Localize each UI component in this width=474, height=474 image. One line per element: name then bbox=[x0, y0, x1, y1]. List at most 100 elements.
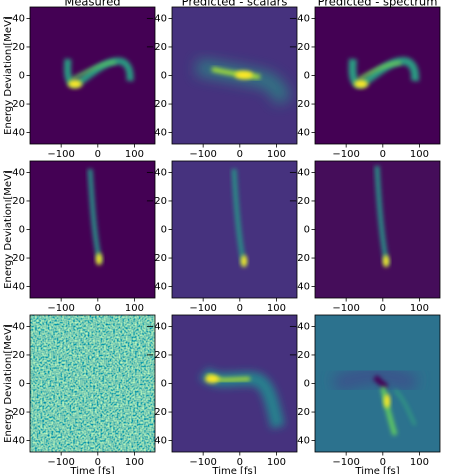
heatmap-features bbox=[331, 366, 420, 436]
y-tick-label: 20 bbox=[154, 407, 167, 418]
y-axis-label: Energy Deviation [MeV] bbox=[3, 324, 14, 443]
x-tick-label: 0 bbox=[237, 457, 243, 468]
x-tick-label: 0 bbox=[380, 303, 386, 314]
x-tick-label: −100 bbox=[47, 457, 74, 468]
y-tick-label: 20 bbox=[154, 253, 167, 264]
heatmap-feature bbox=[383, 255, 389, 267]
y-tick-label: −40 bbox=[146, 13, 167, 24]
y-tick-label: 0 bbox=[19, 225, 25, 236]
y-tick-label: −20 bbox=[4, 350, 25, 361]
x-tick-label: 100 bbox=[125, 303, 144, 314]
x-tick-label: 0 bbox=[380, 149, 386, 160]
heatmap-feature bbox=[354, 80, 368, 88]
y-tick-label: 40 bbox=[154, 128, 167, 139]
y-tick-label: −40 bbox=[4, 13, 25, 24]
heatmap-feature bbox=[393, 388, 417, 426]
x-tick-label: 0 bbox=[237, 149, 243, 160]
y-tick-label: −40 bbox=[146, 167, 167, 178]
heatmap-feature bbox=[71, 60, 117, 81]
x-tick-label: 100 bbox=[410, 457, 429, 468]
y-tick-label: −20 bbox=[146, 42, 167, 53]
panel-title: Predicted - scalars bbox=[182, 0, 288, 9]
y-tick-label: 0 bbox=[161, 225, 167, 236]
y-tick-label: 40 bbox=[297, 436, 310, 447]
y-tick-label: −20 bbox=[4, 196, 25, 207]
heatmap-feature bbox=[96, 253, 102, 265]
y-tick-label: 0 bbox=[304, 71, 310, 82]
x-tick-label: 0 bbox=[95, 149, 101, 160]
y-tick-label: 20 bbox=[297, 253, 310, 264]
y-tick-label: 0 bbox=[304, 225, 310, 236]
heatmap-feature bbox=[372, 374, 389, 390]
y-tick-label: 20 bbox=[12, 253, 25, 264]
heatmap-feature bbox=[348, 56, 420, 88]
heatmap-feature bbox=[384, 394, 390, 408]
y-axis-label: Energy Deviation [MeV] bbox=[3, 16, 14, 135]
panel: −40 −20 0 20 40 −100 0 100 Measured Energy Deviat… bbox=[3, 0, 156, 160]
y-tick-label: 20 bbox=[12, 99, 25, 110]
heatmap-feature bbox=[241, 255, 247, 267]
x-tick-label: 100 bbox=[267, 149, 286, 160]
y-tick-label: 20 bbox=[154, 99, 167, 110]
y-tick-label: 20 bbox=[297, 407, 310, 418]
heatmap-image bbox=[30, 315, 155, 452]
heatmap-image bbox=[315, 7, 440, 144]
heatmap-image bbox=[30, 161, 155, 298]
x-axis-label: Time [fs] bbox=[69, 466, 114, 474]
y-tick-label: −20 bbox=[289, 42, 310, 53]
heatmap-feature bbox=[358, 61, 402, 81]
heatmap-features bbox=[199, 367, 285, 429]
y-tick-label: 0 bbox=[19, 71, 25, 82]
y-tick-label: 40 bbox=[297, 282, 310, 293]
y-tick-label: −20 bbox=[4, 42, 25, 53]
heatmap-features bbox=[231, 168, 247, 267]
y-tick-label: −20 bbox=[146, 350, 167, 361]
panel: −40 −20 0 20 40 −100 0 100 Energy Deviation [MeV… bbox=[3, 314, 156, 474]
x-axis-label: Time [fs] bbox=[354, 466, 399, 474]
heatmap-features bbox=[195, 59, 292, 105]
x-tick-label: −100 bbox=[332, 457, 359, 468]
x-tick-label: −100 bbox=[189, 457, 216, 468]
x-tick-label: −100 bbox=[332, 149, 359, 160]
panel: −40 −20 0 20 40 −100 0 100 Predicted - spectrum bbox=[289, 0, 441, 160]
heatmap-image bbox=[315, 315, 440, 452]
x-axis-label: Time [fs] bbox=[211, 466, 256, 474]
panel-title: Measured bbox=[64, 0, 120, 9]
y-tick-label: −40 bbox=[289, 13, 310, 24]
heatmap-image bbox=[172, 161, 297, 298]
y-tick-label: 40 bbox=[154, 282, 167, 293]
panel: −40 −20 0 20 40 −100 0 100 bbox=[146, 160, 298, 314]
panel: −40 −20 0 20 40 −100 0 100 Time [fs] bbox=[146, 314, 298, 474]
heatmap-image bbox=[315, 161, 440, 298]
x-tick-label: 100 bbox=[125, 457, 144, 468]
y-tick-label: −40 bbox=[146, 321, 167, 332]
x-tick-label: −100 bbox=[47, 303, 74, 314]
heatmap-feature bbox=[68, 80, 82, 88]
heatmap-feature bbox=[235, 71, 253, 79]
y-tick-label: 40 bbox=[12, 128, 25, 139]
x-tick-label: −100 bbox=[189, 149, 216, 160]
y-tick-label: −40 bbox=[289, 321, 310, 332]
y-tick-label: 20 bbox=[12, 407, 25, 418]
x-tick-label: −100 bbox=[189, 303, 216, 314]
y-tick-label: −20 bbox=[289, 350, 310, 361]
y-tick-label: 40 bbox=[297, 128, 310, 139]
x-tick-label: 100 bbox=[410, 303, 429, 314]
y-tick-label: −20 bbox=[289, 196, 310, 207]
heatmap-features bbox=[348, 56, 420, 88]
x-tick-label: 0 bbox=[95, 457, 101, 468]
heatmap-image bbox=[172, 7, 297, 144]
y-tick-label: 0 bbox=[161, 71, 167, 82]
heatmap-image bbox=[172, 315, 297, 452]
heatmap-feature bbox=[331, 366, 420, 394]
heatmap-features bbox=[30, 315, 155, 452]
x-tick-label: −100 bbox=[332, 303, 359, 314]
heatmap-feature bbox=[380, 386, 398, 436]
heatmap-image bbox=[30, 7, 155, 144]
heatmap-feature bbox=[211, 66, 261, 80]
x-tick-label: 100 bbox=[410, 149, 429, 160]
heatmap-feature bbox=[30, 315, 155, 452]
y-tick-label: −40 bbox=[289, 167, 310, 178]
